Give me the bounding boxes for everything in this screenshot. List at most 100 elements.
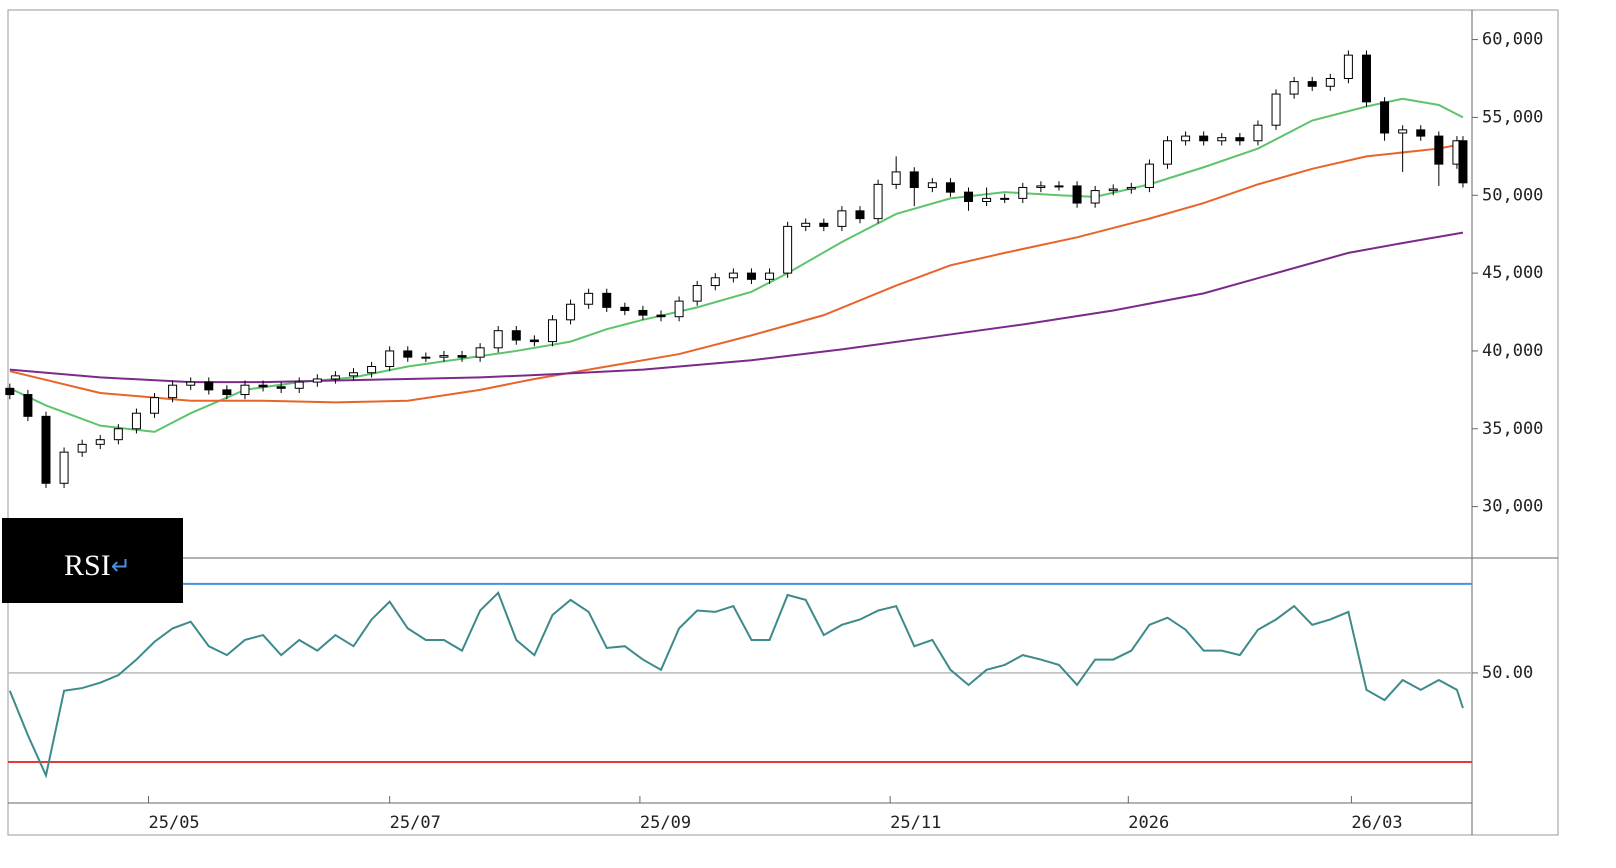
candle-body	[23, 394, 33, 417]
candle-body	[909, 171, 919, 188]
candle-body	[1343, 54, 1353, 79]
moving-average	[9, 142, 1464, 404]
candle-body	[638, 309, 648, 316]
candle-body	[819, 222, 829, 227]
candle-body	[403, 350, 413, 358]
candle-body	[258, 384, 268, 388]
candle-body	[1144, 163, 1154, 188]
candle-body	[1090, 190, 1100, 204]
plot-layer: 30,000 35,000 40,000 45,000 50,000 55,000 60,0…	[5, 30, 1543, 833]
candle-body	[421, 356, 431, 359]
candle-body	[475, 347, 485, 358]
candle-body	[1126, 186, 1136, 190]
candle-body	[945, 182, 955, 193]
frame	[7, 9, 1559, 836]
rsi-label-mark: ↵	[111, 554, 131, 580]
candle-body	[584, 292, 594, 305]
candle-body	[982, 197, 992, 202]
candle-body	[457, 355, 467, 358]
moving-average	[9, 231, 1464, 384]
candle-body	[1036, 185, 1046, 188]
candle-body	[493, 330, 503, 349]
candle-body	[1072, 185, 1082, 204]
candle-body	[746, 272, 756, 280]
candle-body	[1217, 137, 1227, 142]
candle-body	[964, 191, 974, 202]
candle-body	[710, 277, 720, 287]
candle-body	[240, 384, 250, 396]
candle-body	[511, 330, 521, 341]
candle-body	[367, 366, 377, 374]
candle-body	[1307, 81, 1317, 87]
candle-body	[873, 183, 883, 220]
candle-body	[5, 387, 15, 396]
x-tick-label: 25/05	[148, 813, 199, 833]
candle-body	[891, 171, 901, 185]
y-tick-label: 55,000	[1482, 107, 1543, 127]
candle-body	[547, 319, 557, 343]
candle-body	[1398, 129, 1408, 134]
candle-body	[59, 451, 69, 484]
candle-body	[620, 306, 630, 311]
candle-body	[294, 381, 304, 389]
y-tick-label: 40,000	[1482, 341, 1543, 361]
candle-body	[222, 389, 232, 396]
candle-body	[312, 378, 322, 383]
candle-body	[204, 381, 214, 391]
x-tick-label: 25/11	[890, 813, 941, 833]
candle-body	[728, 272, 738, 279]
candle-body	[131, 412, 141, 430]
candle-body	[855, 210, 865, 220]
candle-body	[1434, 135, 1444, 165]
candle-body	[801, 222, 811, 227]
candle-body	[1325, 78, 1335, 87]
candle-body	[1380, 101, 1390, 134]
candle-body	[1054, 185, 1064, 188]
candle-body	[113, 428, 123, 441]
candle-body	[186, 381, 196, 386]
candle-body	[1289, 81, 1299, 95]
y-tick-label: 50,000	[1482, 185, 1543, 205]
candle-body	[692, 285, 702, 302]
y-tick-label: 35,000	[1482, 419, 1543, 439]
candle-body	[150, 397, 160, 414]
candle-body	[602, 292, 612, 308]
candle-body	[1000, 197, 1010, 200]
candle-body	[1235, 137, 1245, 142]
x-tick-label: 25/09	[640, 813, 691, 833]
rsi-line	[8, 590, 1464, 779]
candle-body	[439, 355, 449, 358]
candle-body	[1199, 135, 1209, 142]
candle-body	[1108, 188, 1118, 192]
candle-body	[1458, 140, 1468, 184]
candle-body	[1361, 54, 1371, 103]
candle-body	[330, 375, 340, 380]
y-tick-label: 30,000	[1482, 497, 1543, 517]
candle-body	[276, 386, 286, 389]
candle-body	[656, 314, 666, 318]
y-tick-label: 60,000	[1482, 30, 1543, 50]
candle-body	[1271, 93, 1281, 126]
candle-body	[1416, 129, 1426, 137]
candle-body	[77, 443, 87, 453]
candle-body	[41, 415, 51, 484]
candle-body	[348, 372, 358, 377]
candle-body	[765, 272, 775, 280]
candle-body	[1253, 124, 1263, 142]
candle-body	[1181, 135, 1191, 142]
x-tick-label: 2026	[1128, 813, 1169, 833]
candle-body	[837, 210, 847, 227]
candle-body	[674, 300, 684, 318]
candle-body	[1163, 140, 1173, 165]
rsi-label-box	[2, 518, 183, 603]
rsi-label-text: RSI	[64, 549, 111, 582]
candle-body	[529, 339, 539, 343]
y-tick-label: 50.00	[1482, 663, 1533, 683]
candle-body	[95, 439, 105, 445]
x-tick-label: 25/07	[390, 813, 441, 833]
candle-body	[385, 350, 395, 368]
y-tick-label: 45,000	[1482, 263, 1543, 283]
candle-body	[168, 384, 178, 399]
